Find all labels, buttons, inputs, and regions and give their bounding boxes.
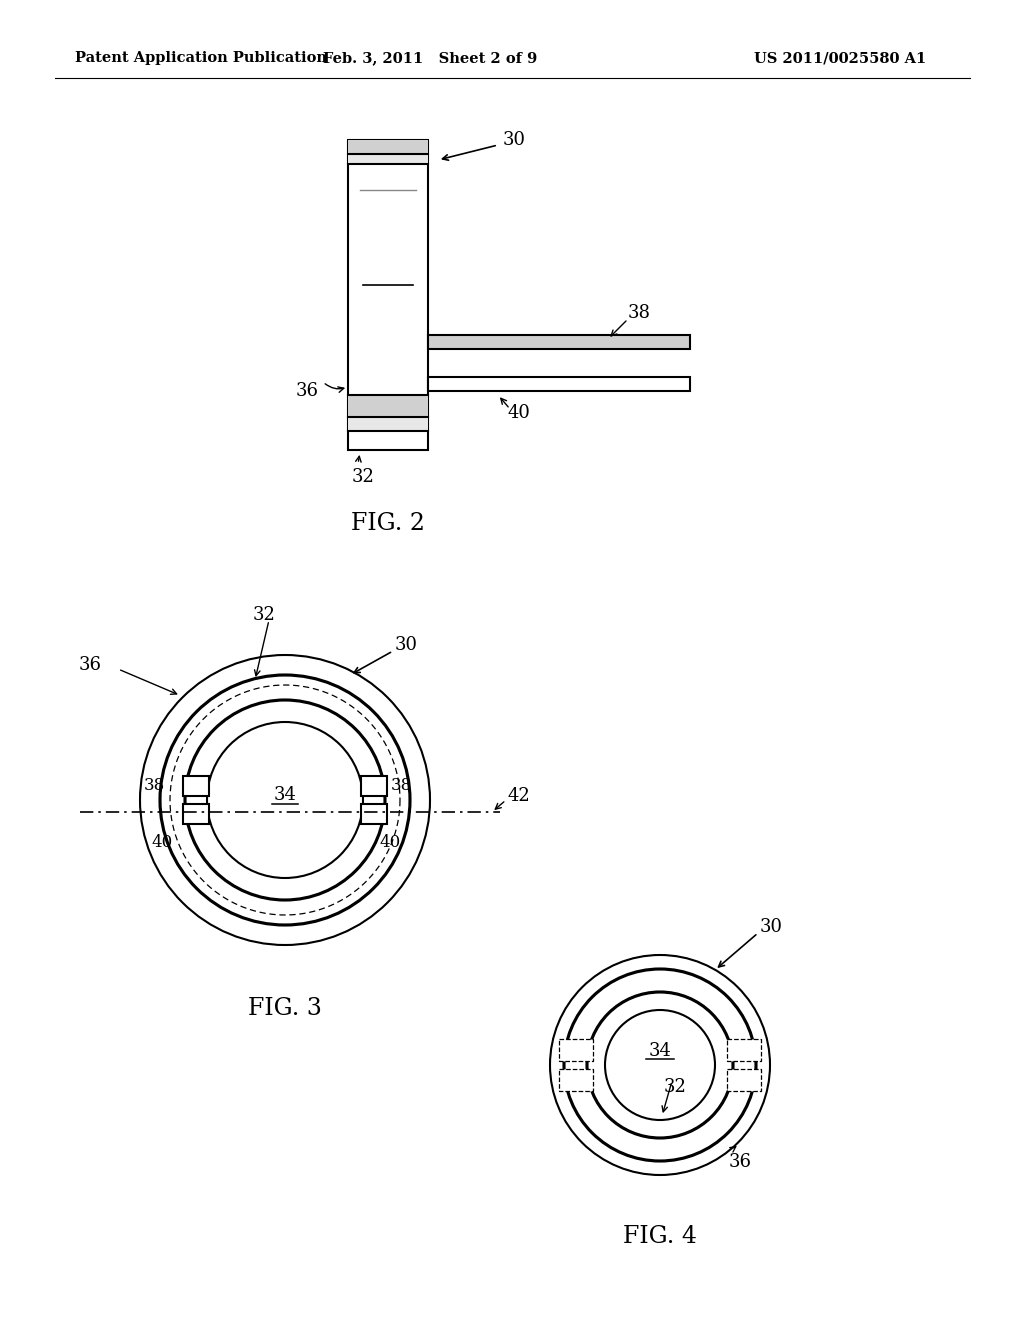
- Text: Feb. 3, 2011   Sheet 2 of 9: Feb. 3, 2011 Sheet 2 of 9: [323, 51, 538, 65]
- Circle shape: [160, 675, 410, 925]
- Bar: [361, 804, 387, 824]
- Text: FIG. 3: FIG. 3: [248, 997, 322, 1020]
- Circle shape: [587, 993, 733, 1138]
- Circle shape: [185, 700, 385, 900]
- Text: 30: 30: [760, 917, 783, 936]
- Text: 34: 34: [648, 1041, 672, 1060]
- Text: 32: 32: [352, 469, 375, 486]
- Text: 40: 40: [508, 404, 530, 422]
- Text: 40: 40: [379, 834, 400, 851]
- Text: 32: 32: [252, 606, 275, 624]
- Text: 36: 36: [296, 381, 319, 400]
- Text: FIG. 4: FIG. 4: [623, 1225, 697, 1247]
- Text: US 2011/0025580 A1: US 2011/0025580 A1: [754, 51, 926, 65]
- Text: 36: 36: [728, 1152, 752, 1171]
- Text: Patent Application Publication: Patent Application Publication: [75, 51, 327, 65]
- Circle shape: [140, 655, 430, 945]
- Text: FIG. 2: FIG. 2: [351, 512, 425, 535]
- Bar: [428, 378, 690, 391]
- Bar: [727, 1069, 761, 1092]
- Bar: [348, 395, 428, 417]
- Text: 38: 38: [143, 777, 165, 795]
- Bar: [559, 1039, 593, 1061]
- Bar: [361, 776, 387, 796]
- Bar: [727, 1039, 761, 1061]
- Bar: [348, 140, 428, 154]
- Bar: [348, 140, 428, 450]
- Text: 40: 40: [152, 834, 173, 851]
- Bar: [348, 417, 428, 432]
- Circle shape: [564, 969, 756, 1162]
- Text: 42: 42: [508, 787, 530, 805]
- Bar: [183, 776, 209, 796]
- Text: 30: 30: [503, 131, 526, 149]
- Bar: [183, 804, 209, 824]
- Circle shape: [550, 954, 770, 1175]
- Bar: [428, 335, 690, 348]
- Text: 30: 30: [395, 636, 418, 653]
- Text: 38: 38: [391, 777, 413, 795]
- Text: 34: 34: [273, 785, 296, 804]
- Text: 36: 36: [79, 656, 102, 675]
- Text: 38: 38: [628, 304, 651, 322]
- Text: 32: 32: [664, 1078, 686, 1096]
- Bar: [348, 154, 428, 164]
- Circle shape: [207, 722, 362, 878]
- Bar: [559, 1069, 593, 1092]
- Circle shape: [605, 1010, 715, 1119]
